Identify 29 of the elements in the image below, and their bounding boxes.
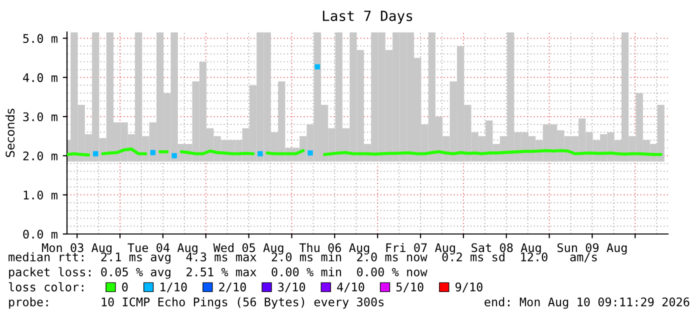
y-tick-label: 3.0 m xyxy=(23,112,58,122)
legend-label: 9/10 xyxy=(456,282,482,292)
y-tick-label: 0.0 m xyxy=(23,230,58,239)
point xyxy=(172,153,177,158)
y-axis-title: Seconds xyxy=(5,108,15,158)
legend-title: loss color: xyxy=(8,282,84,292)
point xyxy=(308,150,313,156)
point xyxy=(314,64,320,70)
point xyxy=(150,150,156,156)
x-tick-label: Wed 05 Aug xyxy=(213,243,284,255)
legend-label: 3/10 xyxy=(278,282,306,292)
y-tick-label: 4.0 m xyxy=(23,73,58,82)
y-tick-label: 5.0 m xyxy=(23,34,58,43)
x-tick-label: Tue 04 Aug xyxy=(128,243,198,255)
y-tick-label: 1.0 m xyxy=(24,190,58,200)
y-tick-label: 2.0 m xyxy=(23,151,58,160)
point xyxy=(258,151,263,156)
legend-label: 5/10 xyxy=(396,282,424,292)
text: median rtt: 2.1 ms avg 4.3 ms max 2.0 ms min 2.0 ms now 0.2 ms sd 12.0 am/s xyxy=(8,252,597,264)
text: packet loss: 0.05 % avg 2.51 % max 0.00 % min 0.00 % now xyxy=(9,267,428,279)
x-tick-label: Fri 07 Aug xyxy=(386,243,455,255)
legend-label: 4/10 xyxy=(337,282,364,292)
chart-title: Last 7 Days xyxy=(322,10,412,24)
legend-label: 1/10 xyxy=(160,282,187,292)
legend-label: 0 xyxy=(122,282,128,292)
legend-label: 2/10 xyxy=(219,282,246,292)
point xyxy=(93,151,98,156)
text: probe: 10 ICMP Echo Pings (56 Bytes) every 300s xyxy=(9,297,384,309)
text: end: Mon Aug 10 09:11:29 2026 xyxy=(484,297,690,309)
